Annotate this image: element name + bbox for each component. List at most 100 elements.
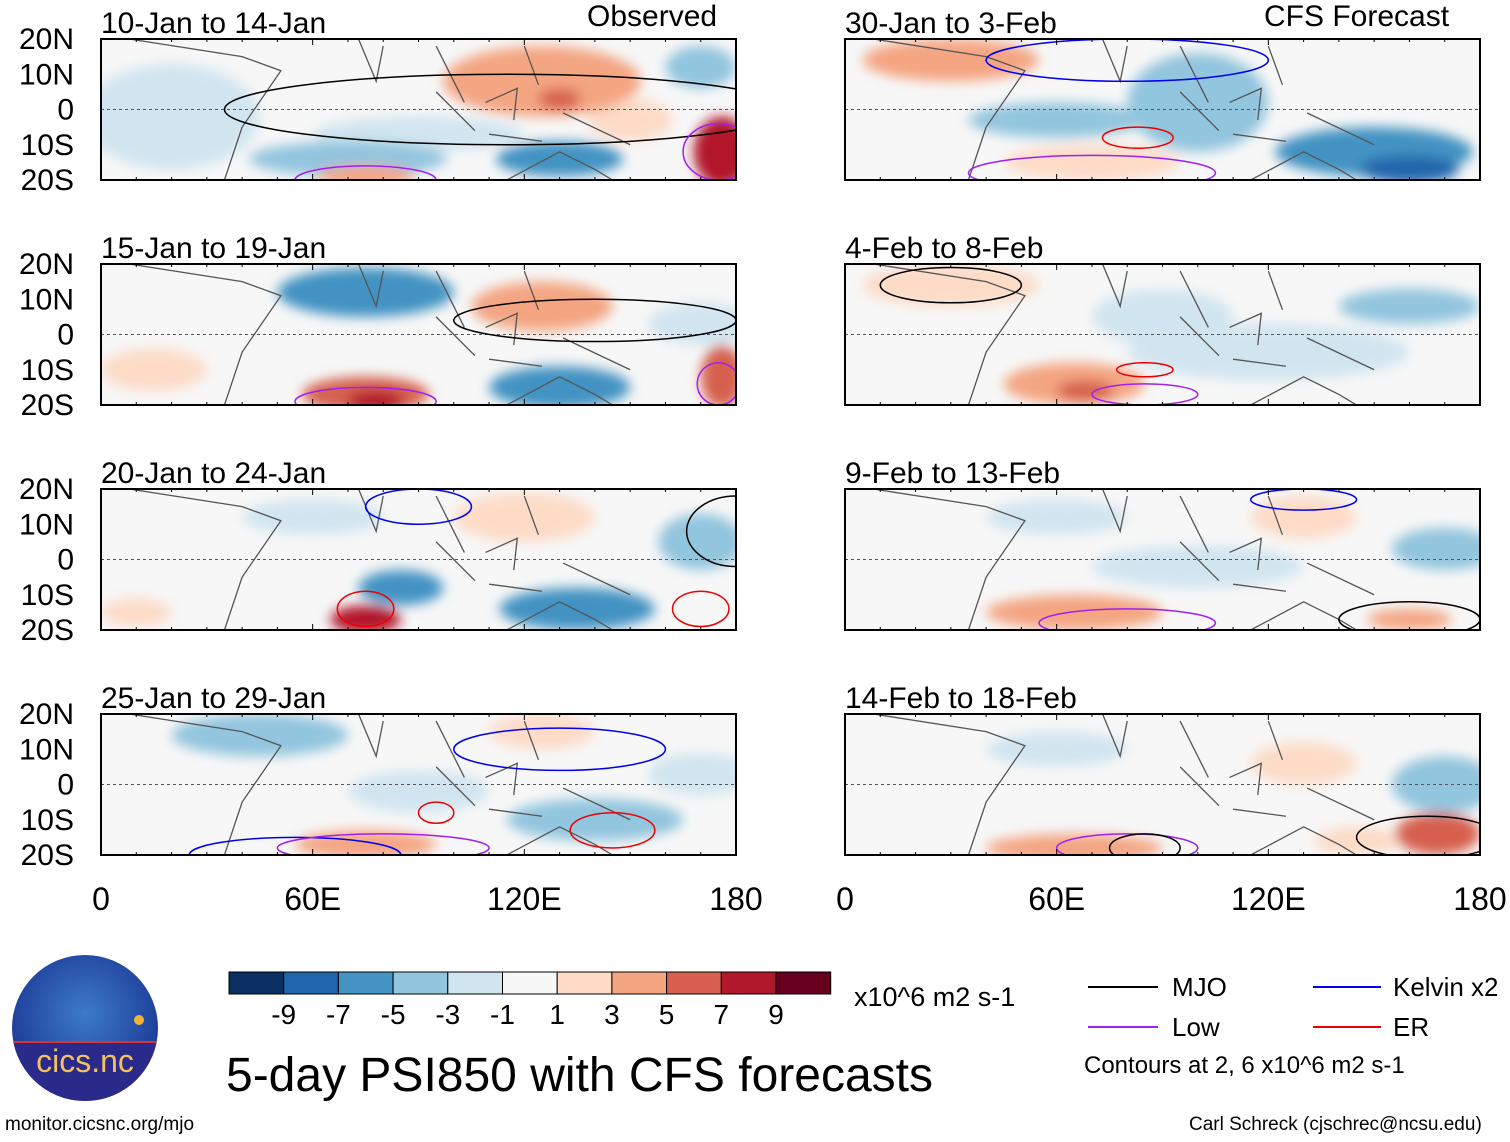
legend-line-mjo: [1088, 986, 1158, 988]
anomaly-blob: [1360, 155, 1459, 180]
observed-header: Observed: [587, 0, 718, 33]
logo-text: cics.nc: [36, 1043, 134, 1079]
anomaly-blob: [1395, 812, 1480, 855]
colorbar: -9 -7 -5 -3 -1 1 3 5 7 9: [228, 971, 832, 1030]
anomaly-blob: [587, 98, 673, 142]
wave-contour: [682, 122, 736, 180]
legend-line-low: [1088, 1026, 1158, 1028]
wave-contour: [696, 361, 736, 405]
anomaly-blob: [1338, 288, 1480, 324]
anomaly-blob: [658, 513, 736, 571]
colorbar-swatch: [720, 971, 777, 995]
anomaly-blob: [506, 798, 684, 841]
lon-label: 180: [709, 881, 762, 917]
panel-title: 30-Jan to 3-Feb: [845, 7, 1057, 40]
wave-contour: [294, 386, 437, 405]
lat-label: 20S: [21, 614, 74, 647]
coastlines: [129, 489, 631, 630]
lon-label: 180: [1453, 881, 1506, 917]
lat-label: 20N: [19, 23, 74, 56]
panel-title: 15-Jan to 19-Jan: [101, 232, 326, 265]
anomaly-blob: [986, 499, 1128, 535]
panel-title: 9-Feb to 13-Feb: [845, 457, 1060, 490]
lat-label: 10S: [21, 129, 74, 162]
anomaly-blob: [242, 499, 384, 535]
lat-label: 20N: [19, 698, 74, 731]
anomaly-blob: [538, 88, 581, 110]
lat-label: 20S: [21, 389, 74, 422]
coastlines: [129, 714, 631, 855]
anomaly-blob: [1127, 53, 1269, 152]
colorbar-tick: 5: [659, 999, 675, 1030]
wave-contour: [1338, 601, 1480, 630]
anomaly-blob: [1091, 545, 1304, 588]
map-panel: 4-Feb to 8-Feb: [844, 232, 1481, 406]
wave-contour: [364, 489, 473, 525]
anomaly-blob: [1003, 144, 1181, 180]
anomaly-blob: [1091, 288, 1234, 346]
lat-label: 20S: [21, 164, 74, 197]
colorbar-swatch: [502, 971, 558, 995]
colorbar-tick: -1: [490, 999, 515, 1030]
legend-label-er: ER: [1393, 1012, 1430, 1042]
lat-label: 10N: [19, 283, 74, 316]
anomaly-blob: [496, 141, 624, 177]
lat-label: 0: [57, 769, 74, 802]
lat-label: 20N: [19, 473, 74, 506]
wave-contour: [336, 590, 395, 628]
colorbar-tick: 1: [549, 999, 565, 1030]
lat-label: 0: [57, 544, 74, 577]
coastlines: [873, 264, 1375, 405]
map-panel: 30-Jan to 3-Feb: [844, 7, 1481, 181]
wave-contour: [671, 590, 730, 628]
anomaly-blob: [330, 605, 401, 630]
anomaly-blob: [295, 830, 437, 855]
colorbar-tick: -7: [326, 999, 351, 1030]
colorbar-tick: 9: [768, 999, 784, 1030]
wave-contour: [1038, 608, 1217, 630]
wave-contour: [1108, 833, 1181, 855]
cics-logo: cics.nc: [12, 955, 158, 1101]
wave-contour: [223, 73, 736, 146]
anomaly-blob: [1367, 608, 1452, 630]
wave-contour: [569, 811, 656, 849]
anomaly-blob: [347, 390, 405, 405]
wave-contour: [417, 801, 455, 825]
legend-line-kelvin: [1313, 986, 1381, 988]
colorbar-swatch: [228, 971, 285, 995]
map-panel: 9-Feb to 13-Feb: [844, 457, 1481, 631]
anomaly-blob: [453, 492, 595, 542]
legend-line-er: [1313, 1026, 1381, 1028]
lat-label: 10N: [19, 508, 74, 541]
lon-label: 120E: [1231, 881, 1306, 917]
panel-title: 14-Feb to 18-Feb: [845, 682, 1077, 715]
anomaly-blob: [171, 714, 348, 757]
contour-note: Contours at 2, 6 x10^6 m2 s-1: [1084, 1052, 1405, 1079]
colorbar-swatch: [392, 971, 449, 995]
colorbar-swatch: [337, 971, 394, 995]
site-url[interactable]: monitor.cicsnc.org/mjo: [5, 1114, 195, 1135]
lat-label: 10N: [19, 733, 74, 766]
wave-contour: [879, 266, 1023, 304]
coastlines: [873, 714, 1375, 855]
colorbar-swatch: [283, 971, 339, 995]
anomaly-blob: [647, 752, 736, 796]
colorbar-swatch: [556, 971, 613, 995]
anomaly-blob: [101, 348, 207, 391]
panel-title: 4-Feb to 8-Feb: [845, 232, 1043, 265]
anomaly-blob: [277, 267, 454, 317]
anomaly-blob: [1314, 826, 1399, 855]
legend-label-kelvin: Kelvin x2: [1393, 972, 1499, 1002]
lat-label: 20S: [21, 839, 74, 872]
colorbar-swatch: [775, 971, 832, 995]
anomaly-blob: [1056, 380, 1114, 402]
colorbar-tick: 7: [714, 999, 730, 1030]
wave-contour: [967, 154, 1217, 180]
lon-label: 0: [92, 881, 110, 917]
wave-contour: [1055, 833, 1199, 855]
figure-title: 5-day PSI850 with CFS forecasts: [226, 1049, 933, 1102]
